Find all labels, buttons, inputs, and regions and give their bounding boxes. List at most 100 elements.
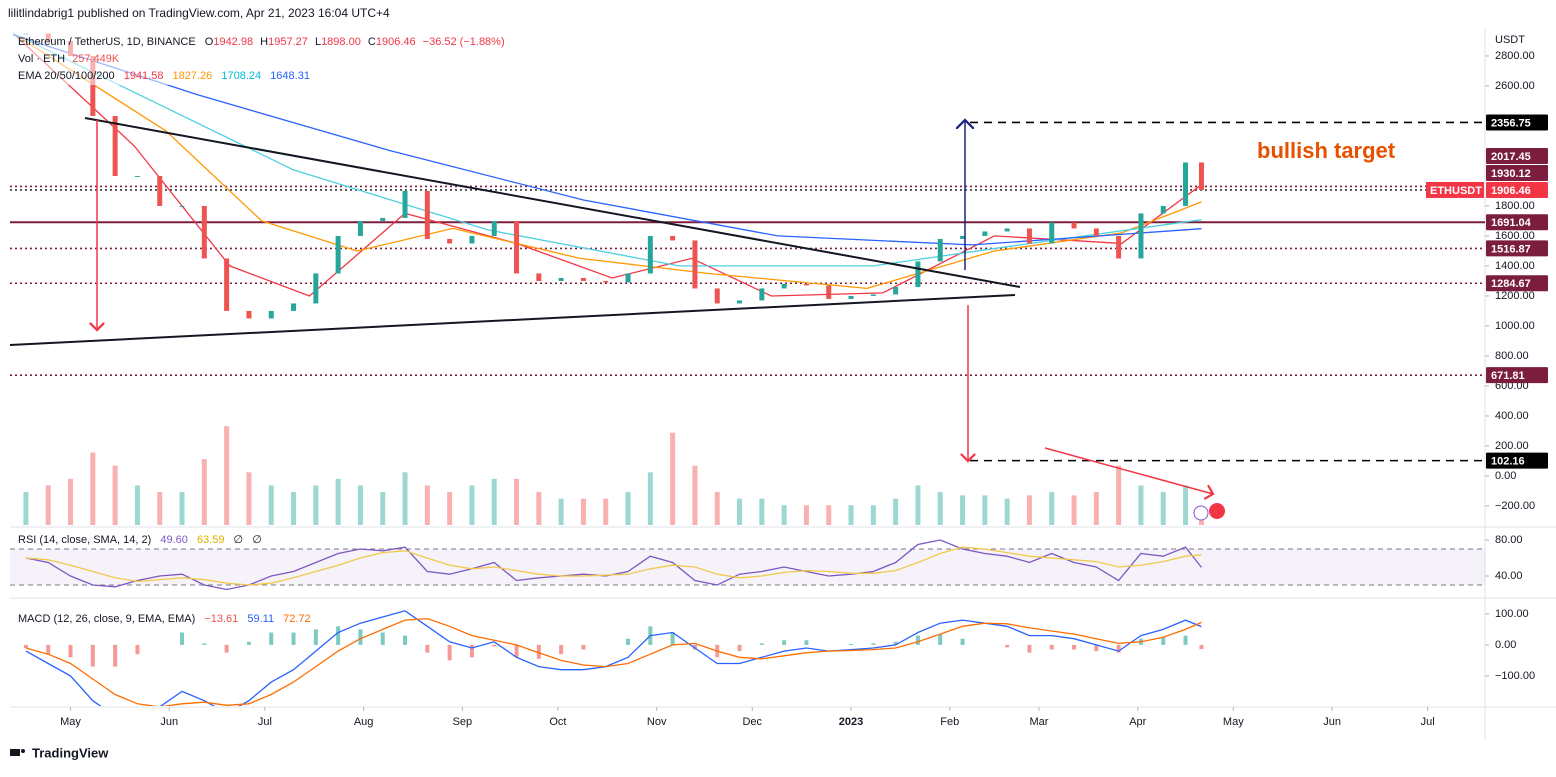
candle — [1026, 228, 1032, 244]
y-tick-label: 800.00 — [1495, 350, 1529, 362]
level-label: 102.16 — [1491, 456, 1525, 468]
volume-bar — [1160, 492, 1166, 525]
candle — [1160, 205, 1166, 214]
histogram-bar — [135, 644, 140, 655]
histogram-bar — [492, 644, 497, 647]
level-label: 671.81 — [1491, 370, 1525, 382]
volume-bar — [781, 505, 787, 525]
event-icon[interactable] — [1193, 505, 1209, 521]
histogram-bar — [180, 632, 185, 645]
histogram-bar — [804, 640, 809, 645]
candle — [580, 277, 586, 281]
level-label: 1930.12 — [1491, 168, 1531, 180]
candle — [447, 238, 453, 244]
volume-bar — [268, 485, 274, 525]
candle — [647, 235, 653, 274]
ema-value: 1827.26 — [173, 70, 213, 82]
candle — [1183, 162, 1189, 206]
x-tick-label: Jun — [1323, 716, 1341, 728]
y-tick-label: 200.00 — [1495, 440, 1529, 452]
ema-label: EMA 20/50/100/200 — [18, 70, 115, 82]
level-label-bg — [1486, 367, 1548, 384]
candle — [848, 295, 854, 299]
candle — [781, 283, 787, 289]
legend-line: RSI (14, close, SMA, 14, 2) 49.60 63.59 … — [18, 534, 262, 546]
volume-bar — [157, 492, 163, 525]
volume-bar — [826, 505, 832, 525]
ohlc-key: H — [260, 36, 268, 48]
ema-value: 1941.58 — [124, 70, 164, 82]
indicator-layer — [23, 610, 1204, 706]
candle — [514, 220, 520, 274]
volume-bar — [1138, 485, 1144, 525]
macd-title: MACD (12, 26, close, 9, EMA, EMA) — [18, 613, 195, 625]
symbol-label: ETHUSDT — [1430, 185, 1482, 197]
volume-bar — [313, 485, 319, 525]
candle — [224, 258, 230, 311]
candle — [335, 235, 341, 274]
histogram-bar — [581, 644, 586, 650]
logo-mark — [21, 749, 25, 753]
level-label-bg — [1486, 114, 1548, 131]
candle — [134, 175, 140, 177]
triangle-upper — [84, 117, 1021, 288]
candle — [982, 231, 988, 236]
level-label: 1906.46 — [1491, 185, 1531, 197]
histogram-bar — [960, 638, 965, 645]
histogram-bar — [1183, 635, 1188, 645]
histogram-bar — [938, 634, 943, 645]
ema-line — [12, 34, 1202, 246]
histogram-bar — [1116, 644, 1121, 653]
candle — [558, 277, 564, 281]
histogram-bar — [559, 644, 564, 655]
level-label-bg — [1486, 275, 1548, 292]
event-icon[interactable] — [1209, 503, 1225, 519]
volume-bar — [960, 495, 966, 525]
indicator-layer — [10, 539, 1485, 591]
candle — [1198, 162, 1204, 190]
level-label: 1516.87 — [1491, 243, 1531, 255]
volume-bar — [90, 452, 96, 525]
candle — [491, 220, 497, 236]
histogram-bar — [1072, 644, 1077, 650]
level-label: 1284.67 — [1491, 278, 1531, 290]
candle — [670, 235, 676, 241]
volume-bar — [1116, 465, 1122, 525]
candle — [893, 286, 899, 295]
x-tick-label: Aug — [354, 716, 374, 728]
histogram-bar — [849, 643, 854, 645]
y-tick-label: 2600.00 — [1495, 80, 1535, 92]
histogram-bar — [246, 641, 251, 645]
volume-bar — [692, 465, 698, 525]
volume-bar — [1183, 485, 1189, 525]
volume-bar — [714, 492, 720, 525]
volume-bar — [915, 485, 921, 525]
histogram-bar — [313, 629, 318, 645]
candle — [268, 310, 274, 319]
volume-bar — [112, 465, 118, 525]
ema-value: 1648.31 — [270, 70, 310, 82]
ema-value: 1708.24 — [221, 70, 261, 82]
x-tick-label: May — [60, 716, 81, 728]
volume-bar — [335, 478, 341, 525]
level-label-bg — [1486, 164, 1548, 181]
symbol-label-bg — [1426, 181, 1484, 198]
ohlc-value: 1906.46 — [376, 36, 416, 48]
legend-line: Ethereum / TetherUS, 1D, BINANCE O1942.9… — [18, 36, 505, 48]
axis-unit: USDT — [1495, 34, 1525, 46]
x-tick-label: Nov — [647, 716, 667, 728]
volume-bar — [1004, 498, 1010, 525]
volume-bar — [68, 478, 74, 525]
ema-line — [12, 32, 1202, 297]
indicator-line — [25, 546, 1202, 586]
candle — [759, 288, 765, 301]
candle — [90, 55, 96, 116]
y-tick-label: 40.00 — [1495, 570, 1523, 582]
x-tick-label: Sep — [453, 716, 473, 728]
volume-bar — [491, 478, 497, 525]
level-label-bg — [1486, 214, 1548, 231]
y-tick-label: 100.00 — [1495, 608, 1529, 620]
histogram-bar — [626, 638, 631, 645]
y-tick-label: 80.00 — [1495, 534, 1523, 546]
